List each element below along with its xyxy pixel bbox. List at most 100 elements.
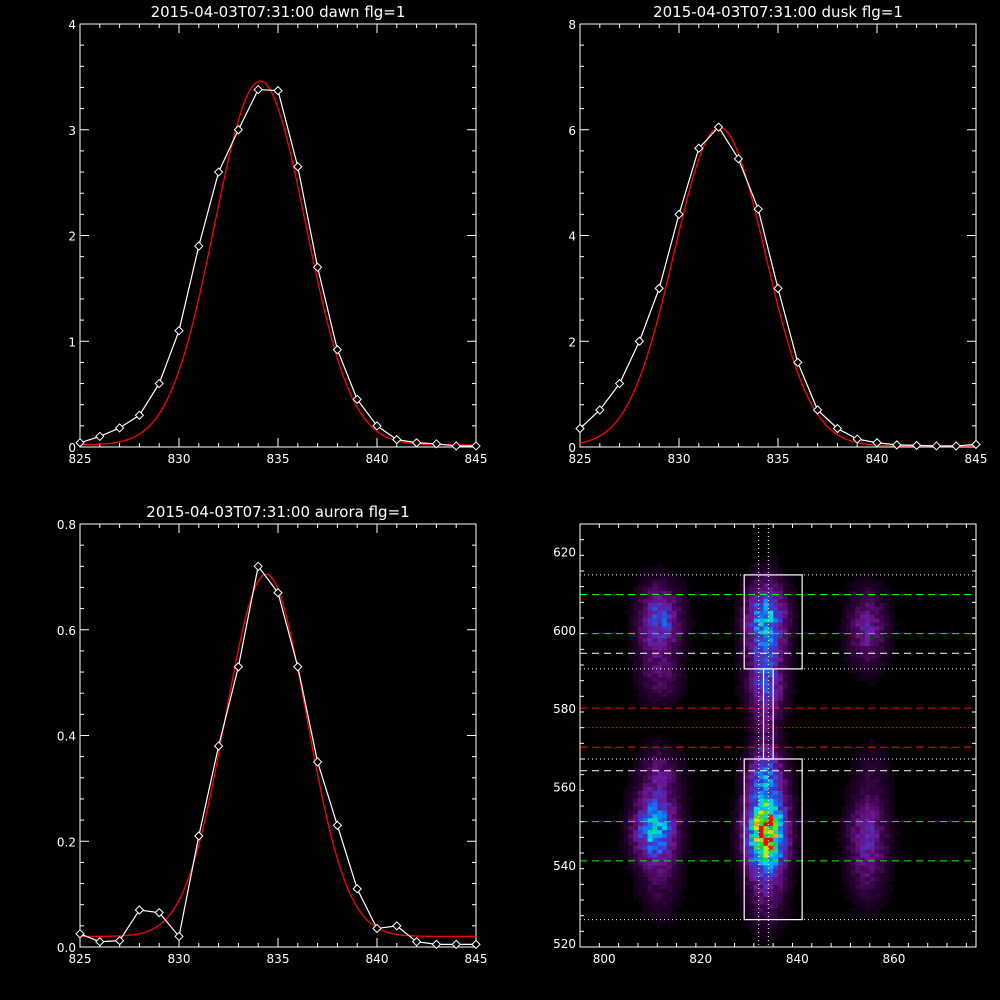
heatmap-cell	[637, 684, 644, 690]
heatmap-cell	[633, 860, 639, 866]
heatmap-cell	[860, 629, 866, 635]
heatmap-cell	[637, 821, 644, 827]
heatmap-cell	[739, 770, 745, 776]
heatmap-cell	[864, 829, 871, 835]
heatmap-cell	[652, 614, 658, 619]
heatmap-cell	[676, 629, 683, 635]
heatmap-cell	[637, 586, 644, 592]
heatmap-cell	[763, 911, 769, 917]
heatmap-cell	[753, 688, 760, 694]
heatmap-y-tick-label: 600	[553, 624, 576, 638]
heatmap-cell	[734, 833, 740, 838]
heatmap-cell	[768, 884, 774, 889]
heatmap-cell	[662, 571, 668, 576]
heatmap-cell	[734, 688, 740, 694]
heatmap-cell	[889, 821, 895, 827]
heatmap-cell	[633, 880, 639, 885]
heatmap-cell	[734, 633, 740, 639]
heatmap-cell	[666, 766, 673, 772]
heatmap-cell	[889, 833, 895, 838]
heatmap-cell	[652, 696, 658, 701]
heatmap-cell	[787, 860, 794, 866]
heatmap-cell	[782, 872, 789, 878]
heatmap-cell	[647, 676, 654, 682]
heatmap-cell	[773, 747, 779, 752]
heatmap-cell	[889, 806, 895, 811]
heatmap-cell	[889, 813, 895, 819]
heatmap-cell	[676, 825, 683, 831]
heatmap-cell	[758, 896, 765, 901]
heatmap-cell	[884, 888, 890, 893]
heatmap-cell	[763, 907, 769, 913]
heatmap-cell	[753, 743, 760, 748]
heatmap-cell	[778, 700, 784, 705]
heatmap-cell	[633, 653, 639, 658]
heatmap-cell	[855, 853, 861, 858]
heatmap-cell	[753, 672, 760, 678]
heatmap-cell	[778, 900, 784, 905]
heatmap-cell	[758, 755, 765, 760]
heatmap-cell	[758, 864, 765, 870]
heatmap-cell	[797, 837, 803, 842]
heatmap-cell	[753, 731, 760, 737]
heatmap-cell	[657, 759, 663, 764]
heatmap-cell	[671, 574, 678, 580]
heatmap-cell	[782, 903, 789, 909]
heatmap-cell	[647, 700, 654, 705]
heatmap-cell	[671, 582, 678, 588]
heatmap-cell	[637, 759, 644, 764]
heatmap-cell	[855, 755, 861, 760]
heatmap-cell	[850, 606, 856, 611]
heatmap-cell	[845, 629, 852, 635]
heatmap-cell	[768, 708, 774, 713]
heatmap-cell	[768, 735, 774, 741]
heatmap-cell	[874, 856, 881, 862]
heatmap-cell	[637, 688, 644, 694]
heatmap-cell	[734, 845, 740, 850]
heatmap-cell	[782, 661, 789, 666]
heatmap-cell	[758, 806, 765, 811]
heatmap-cell	[860, 798, 866, 803]
heatmap-cell	[763, 688, 769, 694]
heatmap-cell	[739, 849, 745, 854]
heatmap-cell	[864, 778, 871, 784]
heatmap-cell	[855, 833, 861, 838]
heatmap-cell	[840, 618, 847, 623]
heatmap-cell	[763, 864, 769, 870]
heatmap-cell	[855, 672, 861, 678]
heatmap-cell	[845, 598, 852, 603]
heatmap-cell	[749, 735, 755, 741]
heatmap-cell	[739, 661, 745, 666]
heatmap-cell	[889, 837, 895, 842]
heatmap-cell	[662, 853, 668, 858]
heatmap-cell	[787, 853, 794, 858]
heatmap-cell	[768, 637, 774, 643]
heatmap-cell	[729, 841, 736, 846]
heatmap-cell	[637, 782, 644, 788]
heatmap-cell	[773, 715, 779, 721]
heatmap-cell	[666, 841, 673, 846]
heatmap-cell	[647, 598, 654, 603]
heatmap-cell	[686, 766, 692, 772]
heatmap-cell	[787, 884, 794, 889]
heatmap-cell	[734, 872, 740, 878]
heatmap-cell	[835, 856, 842, 862]
heatmap-cell	[744, 794, 750, 799]
heatmap-cell	[637, 809, 644, 815]
heatmap-cell	[657, 590, 663, 596]
heatmap-cell	[637, 778, 644, 784]
heatmap-cell	[628, 653, 634, 658]
heatmap-cell	[739, 864, 745, 870]
heatmap-cell	[662, 786, 668, 791]
heatmap-cell	[642, 794, 649, 799]
heatmap-cell	[763, 766, 769, 772]
heatmap-cell	[787, 665, 794, 670]
heatmap-cell	[647, 770, 654, 776]
heatmap-cell	[739, 868, 745, 874]
heatmap-cell	[864, 574, 871, 580]
heatmap-cell	[874, 755, 881, 760]
heatmap-cell	[763, 668, 769, 674]
heatmap-cell	[652, 853, 658, 858]
heatmap-cell	[666, 637, 673, 643]
heatmap-cell	[864, 590, 871, 596]
